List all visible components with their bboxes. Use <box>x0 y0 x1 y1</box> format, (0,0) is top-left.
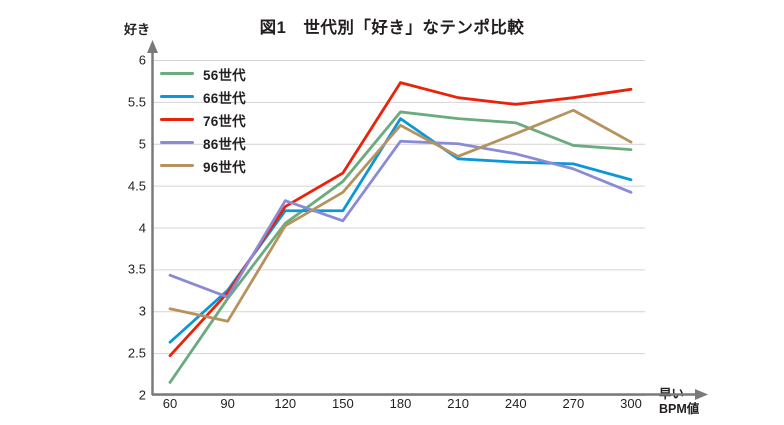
chart-title: 図1 世代別「好き」なテンポ比較 <box>259 19 525 37</box>
x-tick-label: 240 <box>504 396 527 411</box>
y-tick-label: 2 <box>138 387 146 403</box>
legend-item[interactable]: 56世代 <box>160 62 280 85</box>
legend-swatch-icon <box>160 94 194 99</box>
x-tick-label: 270 <box>562 396 585 411</box>
x-axis-title-line-2: BPM値 <box>659 402 700 416</box>
x-axis-arrow-icon <box>695 389 708 400</box>
y-tick-label: 6 <box>138 52 146 68</box>
series-line-86世代 <box>168 139 633 299</box>
x-axis-tick-labels: 60 90 120 150 180 210 240 270 300 <box>152 396 645 418</box>
y-tick-label: 3.5 <box>127 261 146 277</box>
y-axis-tick-labels: 2 2.5 3 3.5 4 4.5 5 5.5 6 <box>108 53 146 403</box>
y-tick-label: 3 <box>138 303 146 319</box>
legend-label: 96世代 <box>203 159 246 175</box>
legend-label: 56世代 <box>203 67 246 83</box>
x-tick-label: 300 <box>620 396 642 411</box>
y-axis-arrow-icon <box>147 40 158 53</box>
x-tick-label: 60 <box>162 396 178 411</box>
plot-area <box>147 40 708 400</box>
x-axis-title: 早い BPM値 <box>659 387 699 417</box>
legend-item[interactable]: 96世代 <box>160 154 280 177</box>
legend-item[interactable]: 66世代 <box>160 85 280 108</box>
y-tick-label: 5.5 <box>127 94 146 110</box>
series-line-96世代 <box>168 108 633 323</box>
legend-label: 76世代 <box>203 113 246 129</box>
y-axis-title: 好き <box>124 22 151 37</box>
legend-swatch-icon <box>160 117 194 122</box>
legend-swatch-icon <box>160 140 194 145</box>
series-line-56世代 <box>168 110 633 384</box>
series-lines <box>168 81 633 384</box>
y-tick-label: 2.5 <box>127 345 146 361</box>
x-tick-label: 210 <box>447 396 469 411</box>
x-tick-label: 150 <box>332 396 354 411</box>
plot-svg <box>147 40 708 400</box>
gridlines <box>147 40 708 400</box>
legend-swatch-icon <box>160 71 194 76</box>
legend-swatch-icon <box>160 163 194 168</box>
x-tick-label: 120 <box>274 396 297 411</box>
legend-label: 66世代 <box>203 90 246 106</box>
x-tick-label: 90 <box>220 396 235 411</box>
y-tick-label: 5 <box>138 136 146 152</box>
legend-label: 86世代 <box>203 136 246 152</box>
y-tick-label: 4.5 <box>127 178 146 194</box>
legend-item[interactable]: 76世代 <box>160 108 280 131</box>
chart-legend: 56世代 66世代 76世代 86世代 96世代 <box>160 62 280 177</box>
x-tick-label: 180 <box>389 396 412 411</box>
y-tick-label: 4 <box>138 220 146 235</box>
legend-item[interactable]: 86世代 <box>160 131 280 154</box>
